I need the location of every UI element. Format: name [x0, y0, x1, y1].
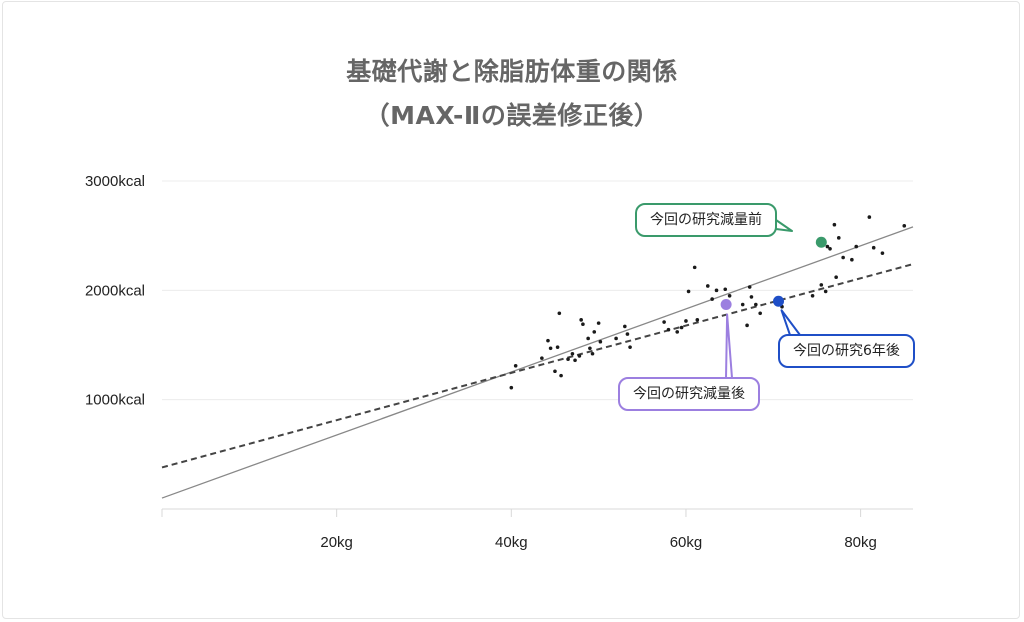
data-point	[581, 322, 585, 327]
y-tick-label: 1000kcal	[85, 392, 145, 409]
data-point	[588, 346, 592, 351]
data-point	[832, 222, 837, 227]
data-point	[555, 345, 560, 349]
callout-pointer	[775, 219, 793, 232]
data-point	[749, 295, 754, 299]
data-point	[727, 294, 732, 298]
data-point	[540, 356, 544, 360]
data-point	[705, 284, 710, 288]
callout-pointer	[780, 309, 801, 336]
data-point	[596, 321, 601, 325]
data-point	[880, 251, 885, 255]
data-point	[871, 245, 876, 250]
axes: 1000kcal 2000kcal 3000kcal 20kg 40kg 60kg 80kg	[85, 173, 913, 551]
highlight-point	[773, 295, 785, 307]
data-point	[513, 363, 518, 368]
callout-after-loss: 今回の研究減量後	[618, 377, 760, 411]
data-point	[614, 336, 618, 341]
data-point	[854, 244, 859, 249]
data-point	[714, 288, 719, 293]
data-point	[740, 302, 745, 307]
data-point	[570, 351, 575, 356]
data-point	[679, 325, 684, 330]
gridlines	[162, 180, 913, 401]
data-point	[754, 302, 758, 307]
callout-label: 今回の研究減量前	[650, 212, 762, 228]
data-point	[828, 246, 832, 251]
data-point	[810, 294, 815, 298]
data-point	[686, 289, 691, 294]
regression-lines	[161, 226, 914, 499]
callout-pointer	[725, 313, 733, 379]
x-tick-label: 80kg	[844, 534, 877, 551]
data-point	[867, 215, 872, 219]
data-point	[579, 318, 583, 322]
data-point	[723, 287, 728, 292]
regression-line-solid	[161, 226, 914, 499]
data-point	[548, 346, 553, 351]
data-point	[559, 373, 563, 378]
data-point	[841, 255, 845, 260]
data-point	[625, 332, 630, 336]
highlight-point	[720, 299, 732, 311]
y-tick-label: 2000kcal	[85, 282, 145, 299]
data-point	[819, 283, 824, 287]
chart-title: 基礎代謝と除脂肪体重の関係	[346, 57, 678, 86]
callout-label: 今回の研究6年後	[793, 343, 900, 359]
data-point	[590, 351, 595, 356]
data-point	[598, 339, 603, 344]
data-points	[509, 215, 907, 390]
data-point	[836, 236, 841, 240]
data-point	[825, 244, 830, 249]
data-point	[850, 257, 854, 262]
data-point	[695, 318, 700, 322]
callout-pointers	[725, 219, 801, 379]
data-point	[553, 369, 557, 374]
data-point	[623, 324, 627, 329]
x-tick-label: 40kg	[495, 534, 528, 551]
data-point	[902, 224, 907, 228]
data-point	[566, 357, 570, 362]
x-tick-label: 20kg	[320, 534, 353, 551]
y-tick-label: 3000kcal	[85, 173, 145, 190]
data-point	[834, 275, 838, 280]
callout-six-years-later: 今回の研究6年後	[778, 334, 915, 368]
data-point	[747, 285, 752, 289]
data-point	[710, 297, 714, 301]
data-point	[758, 311, 762, 316]
chart-subtitle: （MAX-Ⅱの誤差修正後）	[364, 101, 660, 130]
data-point	[662, 320, 666, 324]
data-point	[628, 345, 632, 349]
callout-before-loss: 今回の研究減量前	[635, 203, 777, 237]
data-point	[684, 319, 688, 323]
highlight-points	[720, 236, 827, 311]
data-point	[745, 323, 749, 328]
callout-label: 今回の研究減量後	[633, 386, 745, 402]
highlight-point	[815, 236, 827, 248]
data-point	[577, 354, 582, 358]
data-point	[546, 338, 550, 343]
data-point	[557, 311, 562, 316]
x-tick-label: 60kg	[670, 534, 703, 551]
data-point	[823, 289, 828, 294]
data-point	[509, 385, 514, 390]
data-point	[692, 265, 697, 270]
data-point	[586, 336, 590, 341]
data-point	[675, 330, 680, 334]
data-point	[573, 358, 577, 363]
data-point	[592, 330, 597, 334]
data-point	[666, 327, 671, 332]
